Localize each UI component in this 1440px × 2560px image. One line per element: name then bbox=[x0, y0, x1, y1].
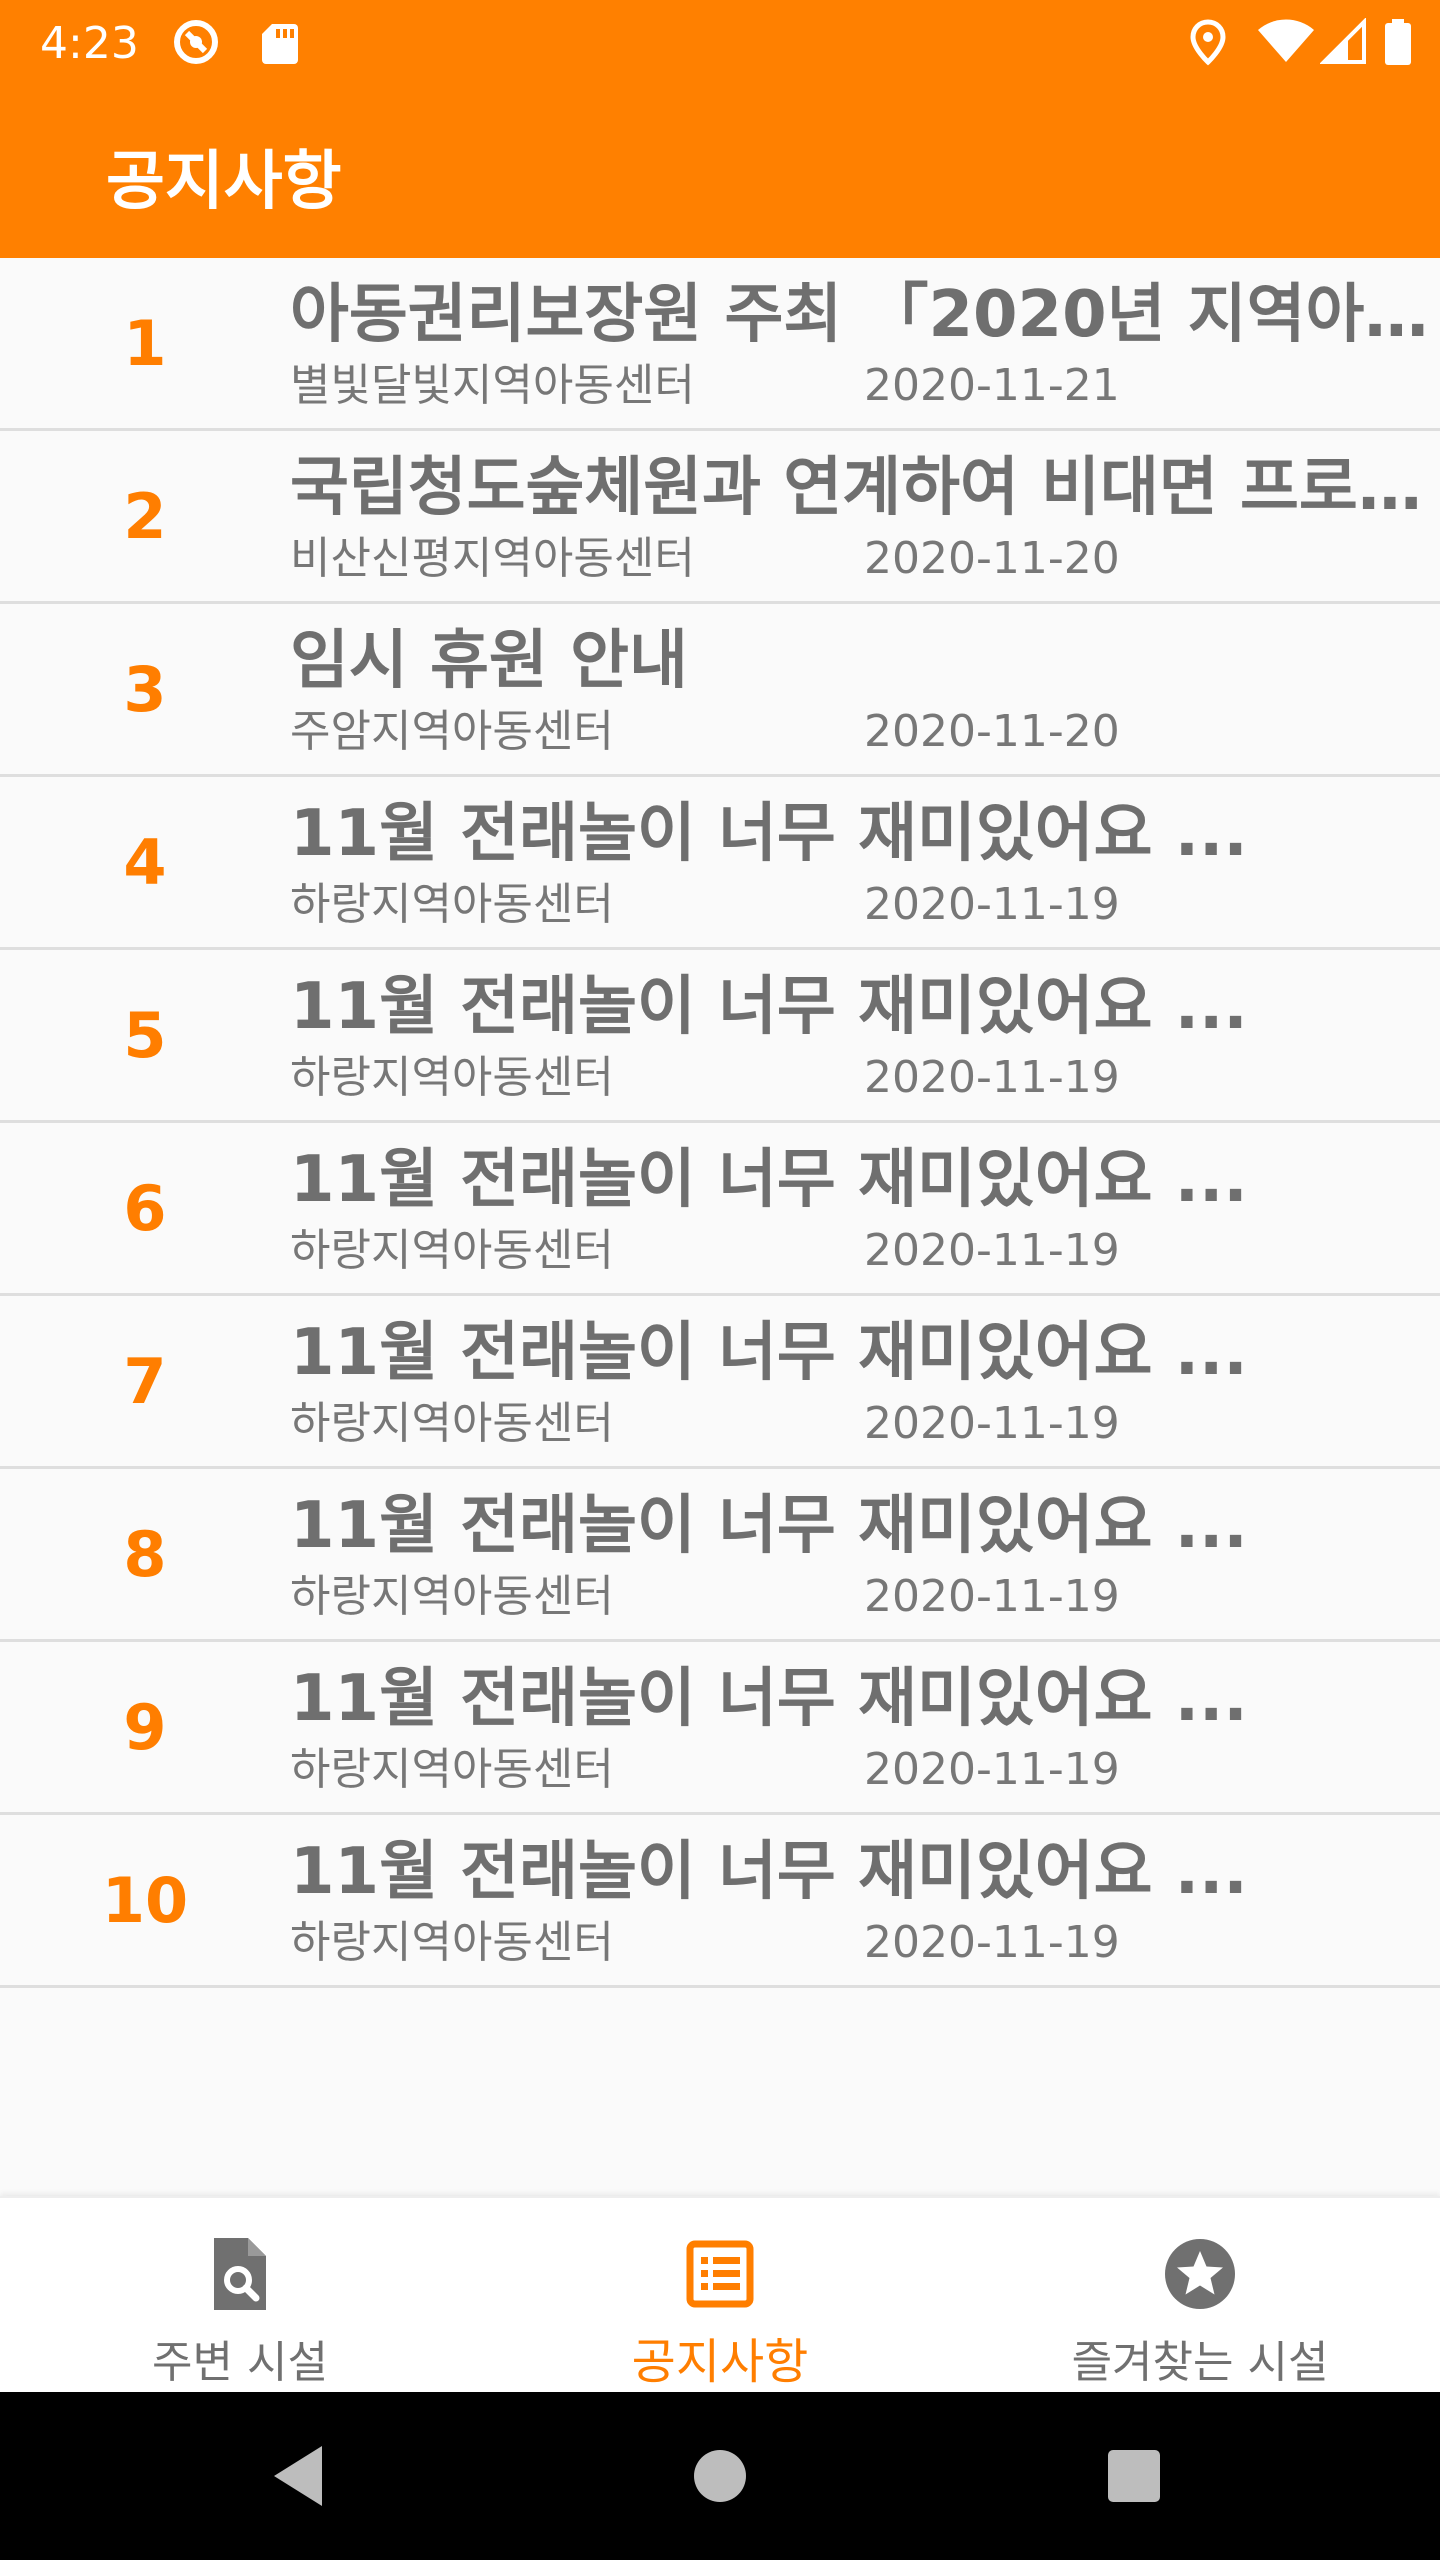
notice-list: 1 아동권리보장원 주최 「2020년 지역아동센터... 별빛달빛지역아동센터… bbox=[0, 258, 1440, 1988]
notice-number: 6 bbox=[123, 1171, 167, 1245]
nav-notices[interactable]: 공지사항 bbox=[480, 2198, 960, 2394]
notice-date: 2020-11-19 bbox=[864, 1917, 1120, 1968]
notice-row[interactable]: 1 아동권리보장원 주최 「2020년 지역아동센터... 별빛달빛지역아동센터… bbox=[0, 258, 1440, 431]
signal-icon bbox=[1320, 18, 1366, 64]
notice-number: 3 bbox=[123, 652, 167, 726]
notice-center: 하랑지역아동센터 bbox=[290, 879, 614, 930]
document-search-icon bbox=[214, 2238, 266, 2310]
notice-title: 11월 전래놀이 너무 재미있어요 ... bbox=[290, 1489, 1248, 1563]
notice-center: 하랑지역아동센터 bbox=[290, 1571, 614, 1622]
notice-number: 2 bbox=[123, 479, 167, 553]
notice-date: 2020-11-19 bbox=[864, 1225, 1120, 1276]
notice-row[interactable]: 4 11월 전래놀이 너무 재미있어요 ... 하랑지역아동센터 2020-11… bbox=[0, 777, 1440, 950]
notice-number: 8 bbox=[123, 1517, 167, 1591]
sd-card-icon bbox=[262, 24, 298, 64]
notice-title: 11월 전래놀이 너무 재미있어요 ... bbox=[290, 1316, 1248, 1390]
recents-icon[interactable] bbox=[1090, 2432, 1178, 2520]
notice-center: 하랑지역아동센터 bbox=[290, 1225, 614, 1276]
notice-title: 임시 휴원 안내 bbox=[290, 624, 688, 698]
nav-label: 주변 시설 bbox=[152, 2337, 328, 2388]
notice-title: 11월 전래놀이 너무 재미있어요 ... bbox=[290, 1835, 1248, 1909]
status-bar: 4:23 bbox=[0, 0, 1440, 84]
notice-center: 비산신평지역아동센터 bbox=[290, 533, 695, 584]
notice-row[interactable]: 8 11월 전래놀이 너무 재미있어요 ... 하랑지역아동센터 2020-11… bbox=[0, 1469, 1440, 1642]
notice-row[interactable]: 2 국립청도숲체원과 연계하여 비대면 프로그램... 비산신평지역아동센터 2… bbox=[0, 431, 1440, 604]
notice-date: 2020-11-19 bbox=[864, 879, 1120, 930]
nav-favorite-facilities[interactable]: 즐겨찾는 시설 bbox=[960, 2198, 1440, 2394]
notice-title: 11월 전래놀이 너무 재미있어요 ... bbox=[290, 1662, 1248, 1736]
page-title: 공지사항 bbox=[106, 145, 342, 219]
bottom-navigation: 주변 시설 공지사항 즐겨찾는 시설 bbox=[0, 2196, 1440, 2394]
back-icon[interactable] bbox=[256, 2432, 344, 2520]
notice-center: 주암지역아동센터 bbox=[290, 706, 614, 757]
notice-number: 10 bbox=[101, 1863, 189, 1937]
notice-center: 하랑지역아동센터 bbox=[290, 1744, 614, 1795]
notice-number: 4 bbox=[123, 825, 167, 899]
battery-icon bbox=[1385, 19, 1411, 65]
notice-center: 하랑지역아동센터 bbox=[290, 1398, 614, 1449]
wifi-icon bbox=[1258, 19, 1314, 62]
notice-number: 1 bbox=[123, 306, 167, 380]
notice-date: 2020-11-19 bbox=[864, 1744, 1120, 1795]
notice-center: 별빛달빛지역아동센터 bbox=[290, 360, 695, 411]
notice-date: 2020-11-19 bbox=[864, 1052, 1120, 1103]
status-time: 4:23 bbox=[40, 18, 139, 69]
list-icon bbox=[686, 2240, 754, 2308]
nav-nearby-facilities[interactable]: 주변 시설 bbox=[0, 2198, 480, 2394]
notice-title: 국립청도숲체원과 연계하여 비대면 프로그램... bbox=[290, 451, 1430, 525]
notice-center: 하랑지역아동센터 bbox=[290, 1917, 614, 1968]
notice-row[interactable]: 6 11월 전래놀이 너무 재미있어요 ... 하랑지역아동센터 2020-11… bbox=[0, 1123, 1440, 1296]
notice-title: 11월 전래놀이 너무 재미있어요 ... bbox=[290, 797, 1248, 871]
notice-number: 5 bbox=[123, 998, 167, 1072]
notice-date: 2020-11-19 bbox=[864, 1571, 1120, 1622]
notice-number: 7 bbox=[123, 1344, 167, 1418]
app-bar: 공지사항 bbox=[0, 84, 1440, 258]
notice-title: 아동권리보장원 주최 「2020년 지역아동센터... bbox=[290, 278, 1430, 352]
notice-date: 2020-11-20 bbox=[864, 533, 1120, 584]
notice-row[interactable]: 7 11월 전래놀이 너무 재미있어요 ... 하랑지역아동센터 2020-11… bbox=[0, 1296, 1440, 1469]
notice-row[interactable]: 10 11월 전래놀이 너무 재미있어요 ... 하랑지역아동센터 2020-1… bbox=[0, 1815, 1440, 1988]
notice-title: 11월 전래놀이 너무 재미있어요 ... bbox=[290, 1143, 1248, 1217]
notice-date: 2020-11-19 bbox=[864, 1398, 1120, 1449]
notice-row[interactable]: 3 임시 휴원 안내 주암지역아동센터 2020-11-20 bbox=[0, 604, 1440, 777]
notice-center: 하랑지역아동센터 bbox=[290, 1052, 614, 1103]
notice-date: 2020-11-20 bbox=[864, 706, 1120, 757]
vpn-key-icon bbox=[174, 20, 218, 64]
system-navigation-bar bbox=[0, 2392, 1440, 2560]
nav-label: 즐겨찾는 시설 bbox=[1071, 2337, 1329, 2388]
home-icon[interactable] bbox=[676, 2432, 764, 2520]
star-circle-icon bbox=[1165, 2239, 1235, 2309]
notice-title: 11월 전래놀이 너무 재미있어요 ... bbox=[290, 970, 1248, 1044]
notice-date: 2020-11-21 bbox=[864, 360, 1120, 411]
nav-label: 공지사항 bbox=[631, 2334, 809, 2390]
location-icon bbox=[1190, 19, 1226, 66]
notice-row[interactable]: 9 11월 전래놀이 너무 재미있어요 ... 하랑지역아동센터 2020-11… bbox=[0, 1642, 1440, 1815]
notice-row[interactable]: 5 11월 전래놀이 너무 재미있어요 ... 하랑지역아동센터 2020-11… bbox=[0, 950, 1440, 1123]
notice-number: 9 bbox=[123, 1690, 167, 1764]
